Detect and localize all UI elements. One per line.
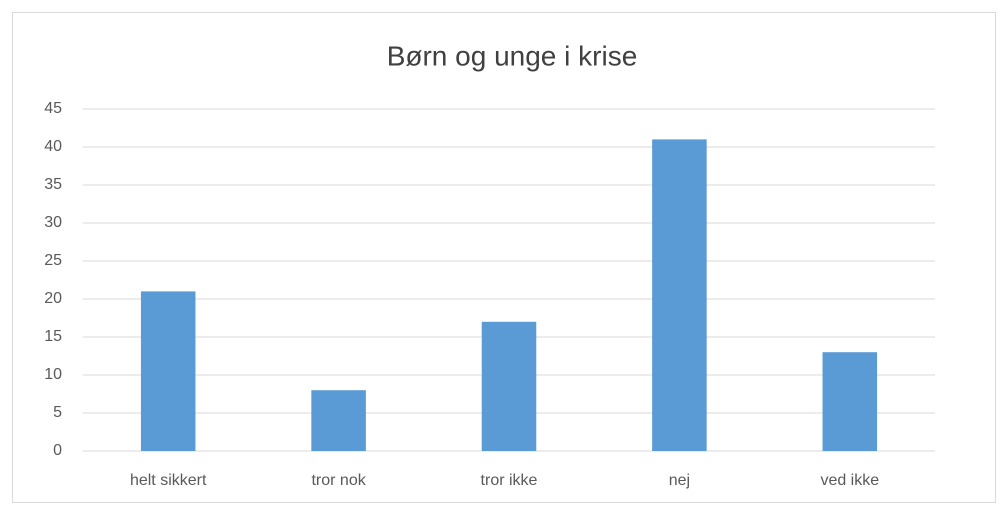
y-tick-label: 25	[44, 252, 62, 269]
bar	[652, 139, 707, 451]
y-tick-label: 35	[44, 176, 62, 193]
bar	[140, 291, 196, 451]
x-tick-label: tror ikke	[481, 472, 538, 489]
chart-title: Børn og unge i krise	[387, 40, 638, 71]
bar	[481, 321, 537, 451]
y-tick-label: 0	[53, 442, 62, 459]
x-tick-label: tror nok	[311, 472, 366, 489]
x-tick-label: nej	[669, 472, 690, 489]
y-tick-label: 5	[53, 404, 62, 421]
y-tick-label: 10	[44, 366, 62, 383]
y-tick-label: 40	[44, 138, 62, 155]
y-tick-label: 20	[44, 290, 62, 307]
y-tick-label: 30	[44, 214, 62, 231]
y-tick-label: 45	[44, 100, 62, 117]
x-tick-label: helt sikkert	[130, 472, 207, 489]
bar	[311, 390, 366, 451]
bar	[822, 352, 878, 451]
x-tick-label: ved ikke	[820, 472, 879, 489]
y-tick-label: 15	[44, 328, 62, 345]
